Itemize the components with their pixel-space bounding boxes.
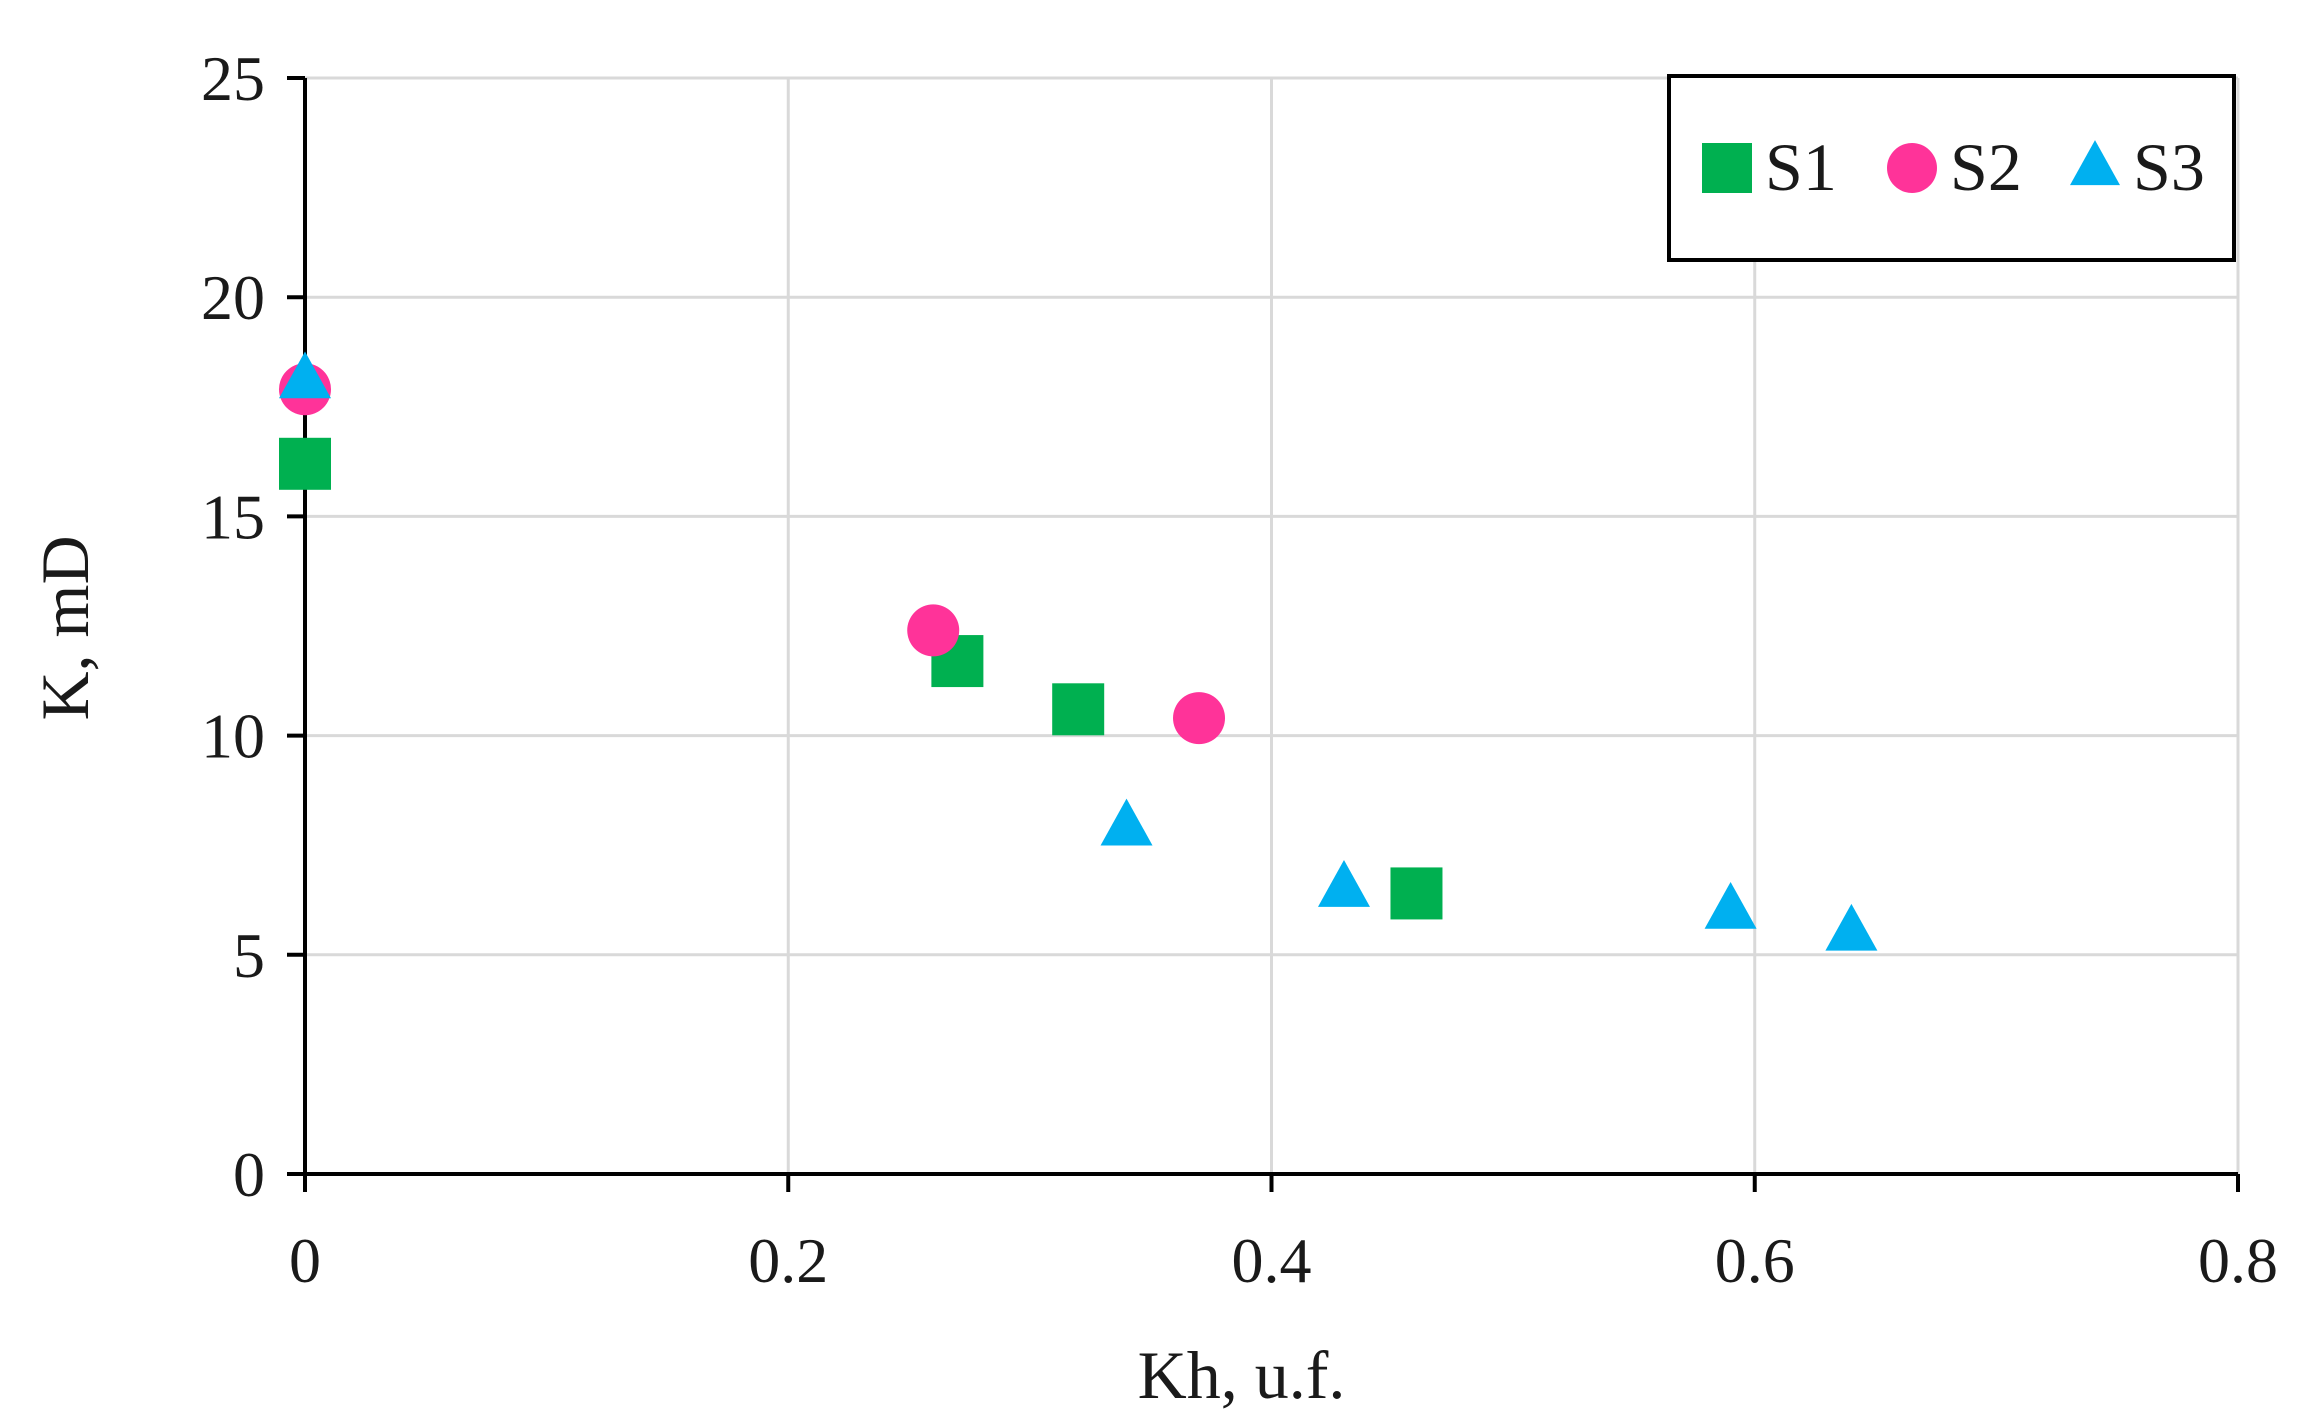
s3-point [1317,860,1370,907]
s2-legend-marker [1887,143,1937,193]
legend-box [1667,74,2236,262]
s2-point [907,604,960,657]
s1-point [279,437,331,490]
s2-point [1173,692,1226,745]
y-tick-label: 20 [201,262,265,333]
s1-point [1390,867,1443,920]
x-tick-labels: 0 0.2 0.4 0.6 0.8 [289,1225,2278,1296]
data-points [279,351,1878,951]
legend: S1 S2 S3 [1667,74,2236,262]
x-tick-label: 0.6 [1715,1225,1795,1296]
x-tick-label: 0.4 [1232,1225,1312,1296]
x-tick-label: 0.2 [748,1225,828,1296]
y-tick-label: 25 [201,43,265,114]
s3-point [1825,903,1878,951]
s1-legend-marker [1702,143,1752,193]
s1-legend-label: S1 [1765,129,1837,205]
axes-layer [287,76,2240,1192]
y-tick-label: 5 [233,920,265,991]
y-tick-label: 10 [201,701,265,772]
x-tick-label: 0.8 [2198,1225,2278,1296]
s3-point [1100,798,1153,846]
s1-point [1052,683,1105,736]
s3-point [279,351,331,399]
y-axis-title: K, mD [27,535,103,720]
x-tick-label: 0 [289,1225,321,1296]
s2-legend-label: S2 [1950,129,2022,205]
s3-legend-marker [2070,140,2120,186]
x-axis-title: Kh, u.f. [1138,1337,1346,1413]
s3-legend-label: S3 [2133,129,2205,205]
s3-point [1704,881,1757,929]
y-tick-label: 15 [201,481,265,552]
y-tick-label: 0 [233,1139,265,1210]
y-tick-labels: 0 5 10 15 20 25 [201,43,265,1210]
